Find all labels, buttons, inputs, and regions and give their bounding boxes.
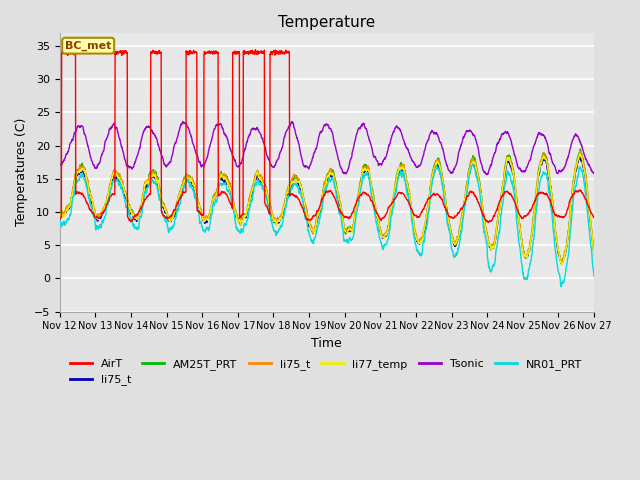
- Legend: AirT, li75_t, AM25T_PRT, li75_t, li77_temp, Tsonic, NR01_PRT: AirT, li75_t, AM25T_PRT, li75_t, li77_te…: [65, 355, 587, 390]
- Y-axis label: Temperatures (C): Temperatures (C): [15, 118, 28, 226]
- X-axis label: Time: Time: [312, 337, 342, 350]
- Title: Temperature: Temperature: [278, 15, 376, 30]
- Text: BC_met: BC_met: [65, 40, 111, 51]
